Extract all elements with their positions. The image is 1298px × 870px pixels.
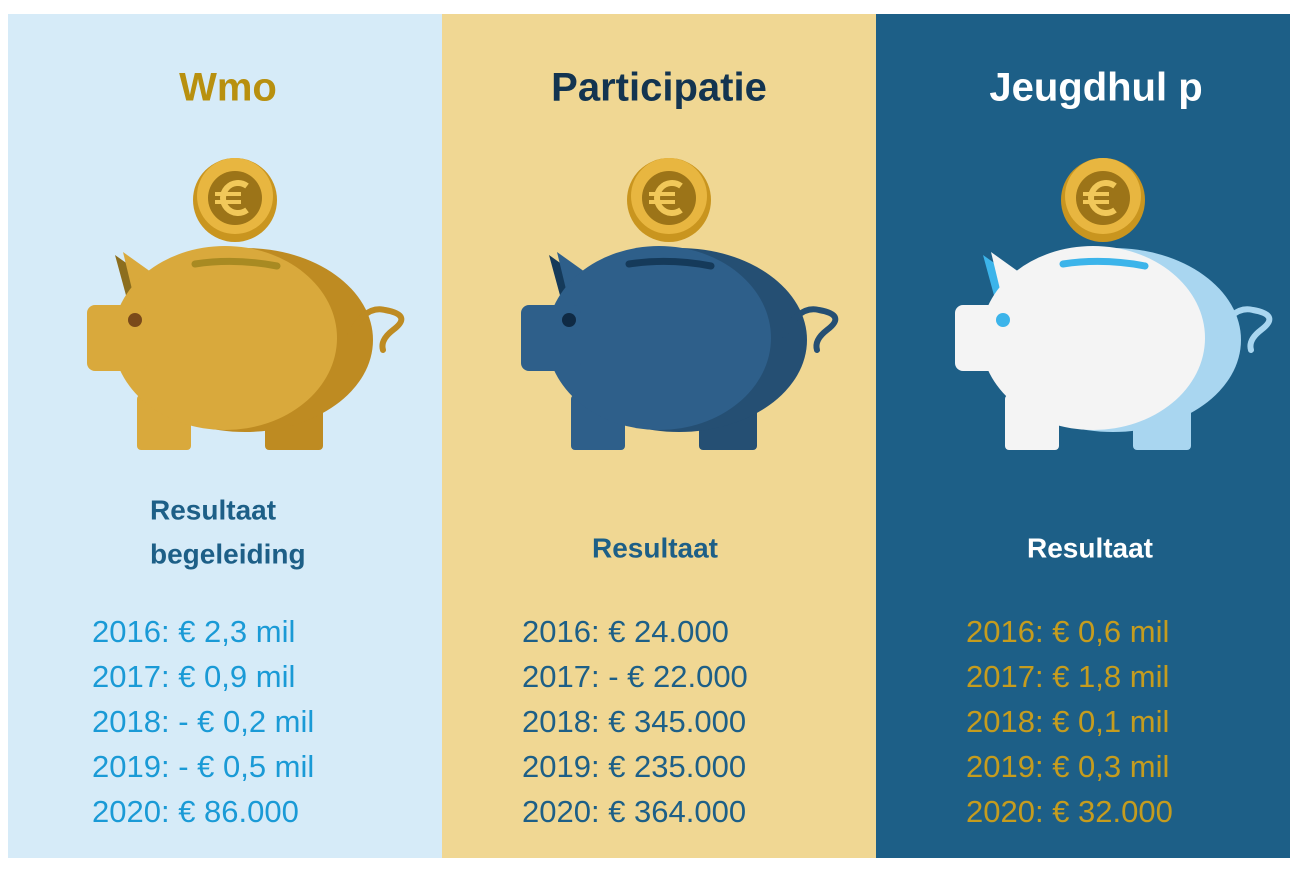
result-line: 2016: € 0,6 mil (966, 614, 1169, 649)
panel-background (442, 14, 876, 858)
result-line: 2018: € 345.000 (522, 704, 746, 739)
result-line: 2018: € 0,1 mil (966, 704, 1169, 739)
panel-background (8, 14, 442, 858)
result-line: 2017: € 0,9 mil (92, 659, 295, 694)
panel-title: Wmo (179, 66, 277, 110)
panel-title: Participatie (551, 66, 767, 110)
result-line: 2016: € 2,3 mil (92, 614, 295, 649)
panel-background (876, 14, 1290, 858)
result-line: 2019: € 235.000 (522, 749, 746, 784)
panel-subtitle: Resultaat (592, 532, 718, 563)
panel-subtitle: Resultaat (150, 494, 276, 525)
result-line: 2016: € 24.000 (522, 614, 729, 649)
result-line: 2017: € 1,8 mil (966, 659, 1169, 694)
panel-subtitle: Resultaat (1027, 532, 1153, 563)
panel-title: Jeugdhul p (989, 66, 1202, 110)
result-line: 2019: € 0,3 mil (966, 749, 1169, 784)
panel-subtitle: begeleiding (150, 538, 306, 569)
result-line: 2018: - € 0,2 mil (92, 704, 314, 739)
result-line: 2020: € 32.000 (966, 794, 1173, 829)
result-line: 2019: - € 0,5 mil (92, 749, 314, 784)
result-line: 2020: € 86.000 (92, 794, 299, 829)
result-line: 2020: € 364.000 (522, 794, 746, 829)
result-line: 2017: - € 22.000 (522, 659, 748, 694)
